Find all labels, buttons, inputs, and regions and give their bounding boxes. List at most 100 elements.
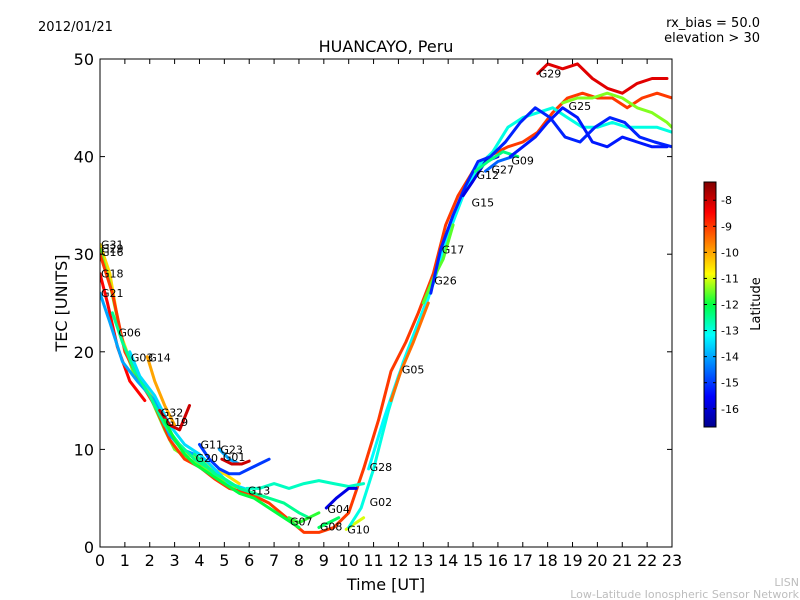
colorbar-tick-label: -16 bbox=[721, 403, 739, 416]
label-g25: G25 bbox=[569, 100, 592, 113]
series-g19 bbox=[163, 418, 301, 529]
label-g29b: G29 bbox=[539, 68, 562, 81]
x-axis-title: Time [UT] bbox=[346, 575, 425, 594]
label-g16: G16 bbox=[101, 246, 124, 259]
series-g32 bbox=[158, 404, 191, 432]
series-g20 bbox=[193, 452, 256, 495]
series-g12 bbox=[474, 150, 520, 173]
label-g11: G11 bbox=[200, 439, 223, 452]
series-group bbox=[100, 62, 672, 534]
x-tick-label: 14 bbox=[438, 551, 458, 570]
series-g17 bbox=[429, 106, 672, 295]
x-tick-label: 9 bbox=[319, 551, 329, 570]
label-g17: G17 bbox=[442, 243, 465, 256]
elevation-label: elevation > 30 bbox=[664, 31, 760, 46]
plot-frame bbox=[99, 58, 673, 548]
series-g27 bbox=[484, 155, 515, 173]
x-tick-label: 12 bbox=[388, 551, 408, 570]
label-g12: G12 bbox=[477, 169, 500, 182]
label-g27: G27 bbox=[491, 163, 514, 176]
series-g14 bbox=[145, 355, 177, 427]
series-g06 bbox=[110, 311, 311, 520]
colorbar-tick-label: -9 bbox=[721, 220, 732, 233]
y-tick-label: 20 bbox=[74, 343, 94, 362]
series-g16 bbox=[100, 91, 672, 534]
label-g31: G31 bbox=[101, 238, 124, 251]
label-g02: G02 bbox=[370, 496, 393, 509]
x-tick-label: 17 bbox=[513, 551, 533, 570]
x-tick-label: 0 bbox=[95, 551, 105, 570]
label-g26: G26 bbox=[434, 275, 457, 288]
colorbar-ticks: -8 -9 -10 -11 -12 -13 -14 -15 -16 bbox=[704, 194, 739, 416]
label-g01: G01 bbox=[223, 451, 246, 464]
series-g13 bbox=[245, 479, 366, 490]
x-tick-label: 3 bbox=[170, 551, 180, 570]
series-g11 bbox=[198, 443, 271, 476]
label-g13: G13 bbox=[248, 484, 271, 497]
colorbar-tick-label: -8 bbox=[721, 194, 732, 207]
series-g05 bbox=[389, 301, 430, 403]
label-g19: G19 bbox=[166, 416, 189, 429]
label-g09: G09 bbox=[511, 155, 534, 168]
x-tick-label: 8 bbox=[294, 551, 304, 570]
x-tick-label: 7 bbox=[269, 551, 279, 570]
series-g26 bbox=[421, 223, 455, 305]
x-tick-label: 11 bbox=[363, 551, 383, 570]
series-g04 bbox=[324, 486, 358, 510]
y-tick-label: 50 bbox=[74, 50, 94, 69]
x-tick-label: 21 bbox=[612, 551, 632, 570]
label-g08: G08 bbox=[320, 521, 343, 534]
label-g14: G14 bbox=[148, 352, 171, 365]
colorbar-tick-label: -13 bbox=[721, 325, 739, 338]
label-g04: G04 bbox=[327, 503, 350, 516]
x-tick-label: 4 bbox=[194, 551, 204, 570]
y-axis-title: TEC [UNITS] bbox=[52, 255, 71, 353]
x-tick-label: 16 bbox=[488, 551, 508, 570]
axis-ticks: 0 1 2 3 4 5 6 7 8 9 10 11 12 13 14 15 16 17 18 19 20 21 22 2301… bbox=[74, 50, 683, 570]
label-g21: G21 bbox=[101, 287, 124, 300]
footer-network: Low-Latitude Ionospheric Sensor Network bbox=[570, 588, 799, 600]
y-tick-label: 0 bbox=[84, 538, 94, 557]
series-g07 bbox=[287, 511, 321, 525]
y-tick-label: 10 bbox=[74, 440, 94, 459]
series-g29b bbox=[536, 62, 669, 95]
colorbar-tick-label: -11 bbox=[721, 272, 739, 285]
date-label: 2012/01/21 bbox=[38, 20, 113, 35]
label-g06: G06 bbox=[118, 326, 141, 339]
colorbar-tick-label: -10 bbox=[721, 246, 739, 259]
x-tick-label: 23 bbox=[662, 551, 682, 570]
label-g07: G07 bbox=[290, 516, 313, 529]
x-tick-label: 15 bbox=[463, 551, 483, 570]
series-g08 bbox=[317, 516, 341, 529]
label-g10: G10 bbox=[347, 523, 370, 536]
y-tick-label: 40 bbox=[74, 148, 94, 167]
label-g03: G03 bbox=[131, 352, 154, 365]
series-g09 bbox=[508, 106, 669, 159]
chart-title: HUANCAYO, Peru bbox=[319, 37, 454, 56]
x-tick-label: 22 bbox=[637, 551, 657, 570]
colorbar-tick-label: -15 bbox=[721, 377, 739, 390]
label-g20: G20 bbox=[196, 452, 219, 465]
y-tick-label: 30 bbox=[74, 245, 94, 264]
footer-lisn: LISN bbox=[774, 576, 799, 589]
colorbar-tick-label: -14 bbox=[721, 351, 739, 364]
rx-bias-label: rx_bias = 50.0 bbox=[666, 16, 760, 31]
series-g23 bbox=[217, 447, 241, 466]
label-g18: G18 bbox=[101, 268, 124, 281]
label-g32: G32 bbox=[161, 406, 184, 419]
x-tick-label: 20 bbox=[587, 551, 607, 570]
label-g05: G05 bbox=[402, 363, 425, 376]
x-tick-label: 5 bbox=[219, 551, 229, 570]
label-g15: G15 bbox=[472, 196, 495, 209]
colorbar-title: Latitude bbox=[749, 277, 764, 331]
x-tick-label: 2 bbox=[145, 551, 155, 570]
x-tick-label: 19 bbox=[562, 551, 582, 570]
x-tick-label: 18 bbox=[537, 551, 557, 570]
label-g23: G23 bbox=[220, 443, 243, 456]
x-tick-label: 13 bbox=[413, 551, 433, 570]
x-tick-label: 10 bbox=[339, 551, 359, 570]
series-g01 bbox=[220, 457, 251, 466]
x-tick-label: 6 bbox=[244, 551, 254, 570]
